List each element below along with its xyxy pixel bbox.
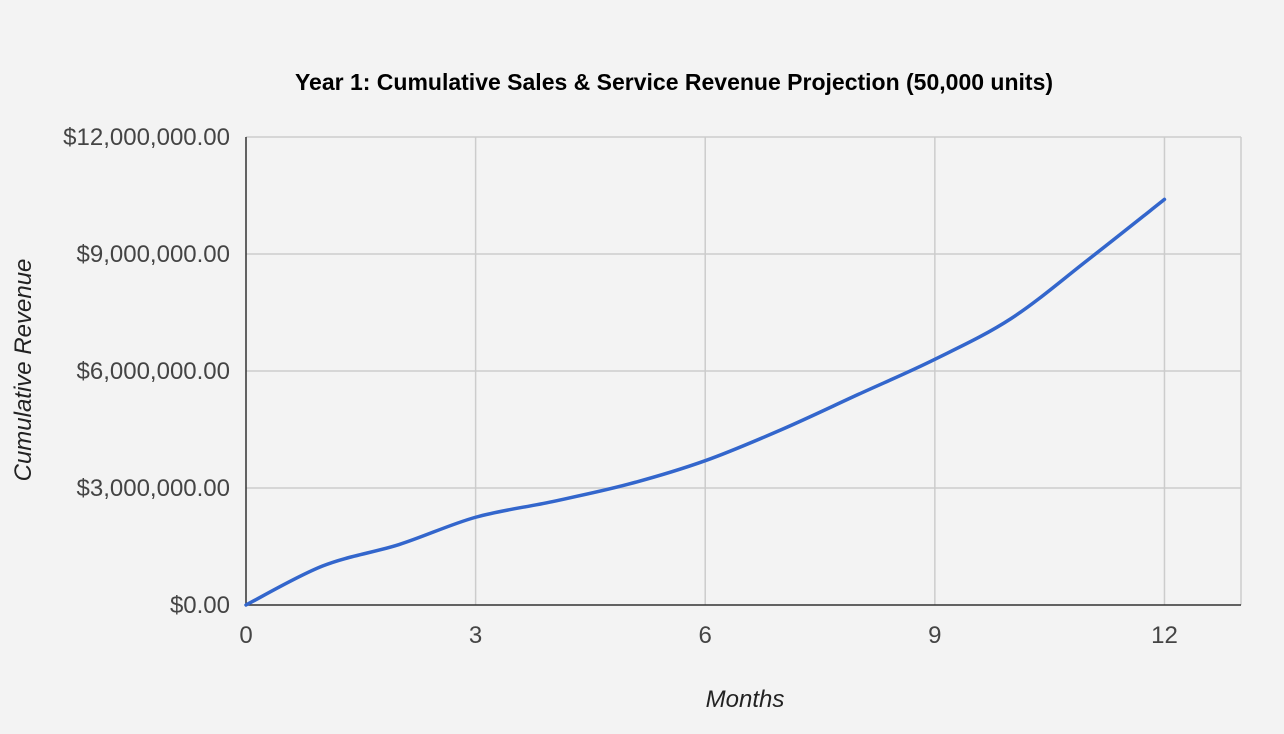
chart-title: Year 1: Cumulative Sales & Service Reven… bbox=[295, 69, 1053, 95]
y-tick-label: $0.00 bbox=[170, 592, 230, 619]
tick-labels: $0.00 $3,000,000.00 $6,000,000.00 $9,000,00… bbox=[63, 124, 1178, 649]
axes bbox=[245, 137, 1241, 606]
y-axis-title: Cumulative Revenue bbox=[10, 259, 37, 482]
y-tick-label: $6,000,000.00 bbox=[77, 358, 230, 385]
y-tick-label: $12,000,000.00 bbox=[63, 124, 230, 151]
x-tick-label: 3 bbox=[469, 622, 482, 649]
grid bbox=[246, 136, 1242, 605]
y-tick-label: $3,000,000.00 bbox=[77, 475, 230, 502]
x-tick-label: 9 bbox=[928, 622, 941, 649]
series bbox=[244, 197, 1167, 607]
x-tick-label: 0 bbox=[239, 622, 252, 649]
revenue-series-line bbox=[244, 197, 1167, 607]
x-tick-label: 6 bbox=[699, 622, 712, 649]
x-tick-label: 12 bbox=[1151, 622, 1178, 649]
y-tick-label: $9,000,000.00 bbox=[77, 241, 230, 268]
x-axis-title: Months bbox=[706, 686, 785, 713]
